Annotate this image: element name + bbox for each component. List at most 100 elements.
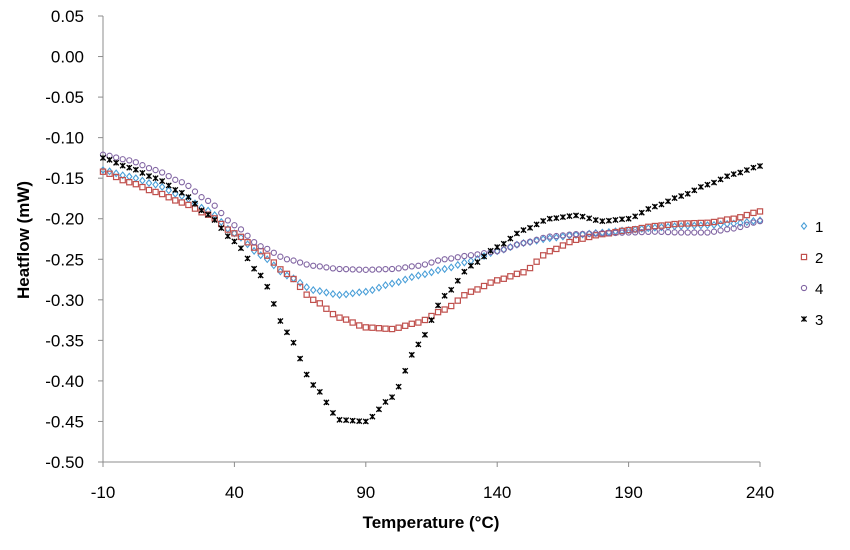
data-point (356, 322, 363, 329)
data-point (244, 255, 251, 262)
data-point (448, 302, 455, 310)
data-point (684, 220, 691, 227)
data-point (145, 186, 153, 194)
data-point (408, 351, 415, 358)
data-point (369, 286, 376, 295)
data-point (402, 264, 409, 271)
data-point (251, 265, 258, 272)
data-point (507, 243, 514, 252)
data-point (599, 218, 606, 225)
data-point (526, 238, 534, 245)
data-point (664, 221, 672, 229)
data-point (441, 264, 448, 274)
data-point (710, 218, 718, 226)
data-point (158, 169, 166, 176)
y-tick-label: 0.00 (51, 48, 84, 67)
data-point (270, 259, 278, 266)
legend-marker-2 (800, 253, 808, 261)
legend-label: 3 (815, 312, 823, 329)
data-point (704, 219, 711, 226)
data-point (474, 251, 481, 258)
data-point (533, 236, 540, 245)
data-point (185, 194, 192, 201)
data-point (500, 246, 507, 253)
data-point (625, 226, 632, 234)
data-point (349, 266, 356, 273)
data-point (526, 264, 534, 272)
data-point (658, 223, 665, 232)
data-point (664, 228, 672, 236)
data-point (513, 230, 520, 237)
data-point (277, 253, 284, 260)
data-point (99, 154, 107, 161)
data-point (625, 226, 632, 235)
data-point (448, 255, 455, 262)
data-point (224, 226, 232, 233)
legend-marker-3 (800, 315, 808, 323)
data-point (99, 168, 107, 175)
data-point (218, 209, 225, 217)
data-point (461, 252, 468, 260)
data-point (231, 229, 238, 238)
data-point (756, 162, 764, 170)
legend-marker-1 (800, 221, 808, 231)
data-point (494, 277, 501, 284)
data-point (441, 256, 448, 263)
data-point (323, 399, 330, 406)
data-point (198, 194, 205, 201)
data-point (185, 201, 192, 209)
data-point (152, 180, 159, 189)
data-point (579, 213, 586, 220)
data-point (586, 215, 593, 222)
data-point (467, 288, 475, 295)
data-point (270, 261, 278, 270)
data-point (388, 325, 396, 333)
data-point (257, 272, 264, 279)
data-point (415, 319, 422, 326)
data-point (467, 252, 475, 259)
data-point (349, 289, 356, 298)
data-point (349, 319, 356, 326)
data-point (743, 167, 750, 174)
data-point (145, 178, 153, 188)
data-point (382, 398, 389, 406)
data-point (546, 233, 553, 240)
data-point (671, 229, 678, 236)
data-point (323, 305, 330, 312)
data-point (618, 216, 626, 223)
x-axis-title: Temperature (°C) (363, 513, 500, 532)
data-point (684, 229, 691, 236)
data-point (513, 240, 521, 249)
data-point (211, 202, 218, 209)
data-point (231, 238, 238, 245)
data-point (540, 234, 547, 242)
data-point (290, 257, 297, 264)
series-4 (99, 151, 764, 273)
data-point (677, 221, 685, 231)
data-point (290, 339, 297, 346)
data-point (454, 260, 462, 270)
data-point (448, 286, 455, 293)
data-point (343, 417, 350, 424)
data-point (513, 270, 521, 278)
data-point (474, 259, 481, 266)
data-point (303, 261, 310, 268)
data-point (362, 324, 370, 331)
data-point (395, 277, 402, 287)
data-point (736, 218, 744, 228)
data-point (539, 252, 547, 259)
data-point (599, 230, 606, 237)
data-point (237, 233, 245, 242)
data-point (533, 221, 540, 228)
data-point (625, 215, 632, 222)
data-point (112, 173, 120, 181)
data-point (631, 226, 639, 233)
data-point (658, 201, 665, 208)
data-point (244, 240, 251, 249)
x-tick-label: -10 (91, 483, 116, 502)
data-point (671, 220, 678, 228)
data-point (165, 194, 172, 201)
data-point (296, 283, 304, 291)
data-point (132, 180, 140, 188)
data-point (329, 409, 337, 416)
